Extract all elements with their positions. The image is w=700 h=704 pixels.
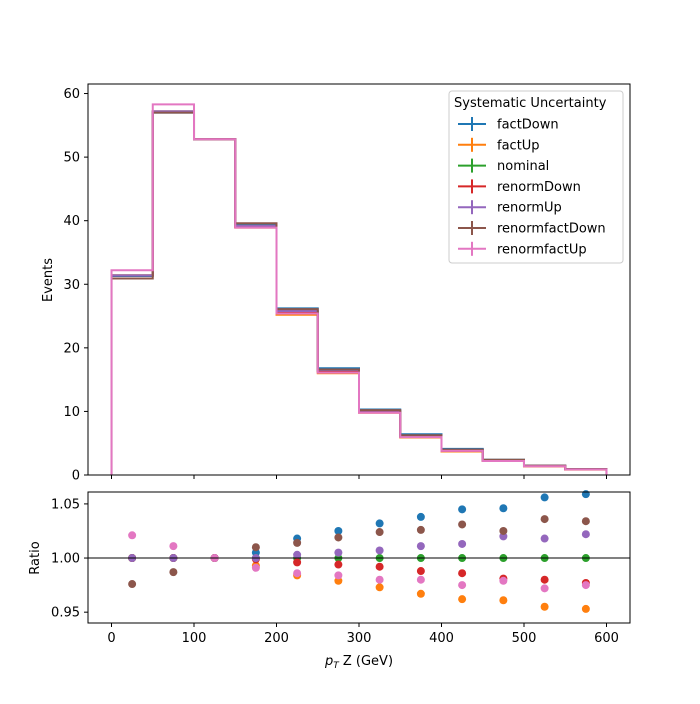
legend-item-renormDown: renormDown <box>458 179 581 195</box>
ratio-point <box>499 576 508 585</box>
ratio-point <box>169 542 178 551</box>
ratio-point <box>416 525 425 534</box>
ratio-point <box>416 512 425 521</box>
ratio-point <box>293 558 302 567</box>
ratio-point <box>458 505 467 514</box>
ratio-y-axis: 0.95 1.00 1.05 <box>51 497 88 621</box>
ratio-point <box>334 533 343 542</box>
ratio-point <box>169 568 178 577</box>
ratio-point <box>416 567 425 576</box>
x-tick-label: 500 <box>512 631 537 646</box>
top-y-axis: 0 10 20 30 40 50 60 <box>63 87 88 484</box>
ratio-point <box>581 604 590 613</box>
x-axis-label: pT Z (GeV) <box>324 654 393 671</box>
ratio-point <box>458 569 467 578</box>
ratio-point <box>581 517 590 526</box>
ratio-point <box>416 542 425 551</box>
legend-label: nominal <box>497 159 549 174</box>
legend-item-factUp: factUp <box>458 137 540 153</box>
ratio-point <box>540 602 549 611</box>
ratio-panel: 0.95 1.00 1.05 0 100 200 300 400 500 600 Ratio p… <box>28 490 631 671</box>
ratio-point <box>375 562 384 571</box>
ratio-point <box>499 526 508 535</box>
top-x-ticks <box>111 475 607 479</box>
ratio-point <box>540 515 549 524</box>
ratio-point <box>540 493 549 502</box>
ratio-point <box>334 526 343 535</box>
ratio-y-axis-label: Ratio <box>28 541 43 574</box>
top-y-tick-label: 50 <box>63 151 80 166</box>
legend: Systematic Uncertainty factDown factUp nom… <box>448 90 624 264</box>
x-tick-label: 100 <box>182 631 207 646</box>
ratio-y-tick-label: 1.05 <box>51 497 80 512</box>
x-tick-label: 200 <box>264 631 289 646</box>
x-tick-label: 0 <box>107 631 115 646</box>
top-y-tick-label: 60 <box>63 87 80 102</box>
ratio-point <box>375 546 384 555</box>
legend-label: renormUp <box>497 201 562 216</box>
ratio-point <box>375 528 384 537</box>
legend-item-renormfactDown: renormfactDown <box>458 221 606 237</box>
x-axis: 0 100 200 300 400 500 600 <box>107 623 619 646</box>
ratio-point <box>540 534 549 543</box>
top-y-tick-label: 10 <box>63 405 80 420</box>
ratio-series-renormfactDown <box>128 515 590 589</box>
ratio-point <box>293 569 302 578</box>
ratio-point <box>581 581 590 590</box>
ratio-point <box>375 519 384 528</box>
ratio-point <box>458 520 467 529</box>
ratio-point <box>128 531 137 540</box>
ratio-point <box>293 538 302 547</box>
ratio-point <box>540 584 549 593</box>
ratio-series-renormfactUp <box>128 531 590 593</box>
legend-label: renormfactUp <box>497 242 587 257</box>
step-line-renormfactUp <box>110 103 608 475</box>
top-y-tick-label: 30 <box>63 278 80 293</box>
ratio-y-tick-label: 1.00 <box>51 552 80 567</box>
ratio-point <box>458 581 467 590</box>
legend-label: renormfactDown <box>497 222 606 237</box>
legend-label: factDown <box>497 118 559 133</box>
ratio-point <box>416 575 425 584</box>
x-tick-label: 400 <box>429 631 454 646</box>
x-tick-label: 600 <box>594 631 619 646</box>
x-tick-label: 300 <box>347 631 372 646</box>
ratio-point <box>581 530 590 539</box>
top-y-tick-label: 0 <box>72 469 80 484</box>
top-y-tick-label: 20 <box>63 341 80 356</box>
ratio-point <box>416 589 425 598</box>
legend-label: renormDown <box>497 180 581 195</box>
ratio-point <box>581 490 590 499</box>
ratio-point <box>375 575 384 584</box>
ratio-point <box>128 580 137 589</box>
ratio-point <box>251 543 260 552</box>
top-y-axis-label: Events <box>41 258 56 302</box>
step-series-group <box>110 103 608 475</box>
ratio-point <box>458 539 467 548</box>
top-panel: 0 10 20 30 40 50 60 Events Systematic Uncertai… <box>41 83 631 484</box>
ratio-point <box>499 504 508 513</box>
ratio-point <box>375 583 384 592</box>
ratio-point <box>334 571 343 580</box>
legend-item-factDown: factDown <box>458 117 559 133</box>
ratio-point <box>334 560 343 569</box>
ratio-point <box>251 563 260 572</box>
legend-item-renormfactUp: renormfactUp <box>458 241 587 257</box>
ratio-y-tick-label: 0.95 <box>51 606 80 621</box>
ratio-point <box>458 595 467 604</box>
ratio-point <box>499 596 508 605</box>
legend-box <box>448 90 624 264</box>
legend-label: factUp <box>497 138 540 153</box>
ratio-point <box>334 548 343 557</box>
legend-title: Systematic Uncertainty <box>454 96 607 111</box>
ratio-point <box>540 575 549 584</box>
legend-item-nominal: nominal <box>458 158 549 174</box>
top-y-tick-label: 40 <box>63 214 80 229</box>
ratio-point <box>293 550 302 559</box>
legend-item-renormUp: renormUp <box>458 200 562 216</box>
